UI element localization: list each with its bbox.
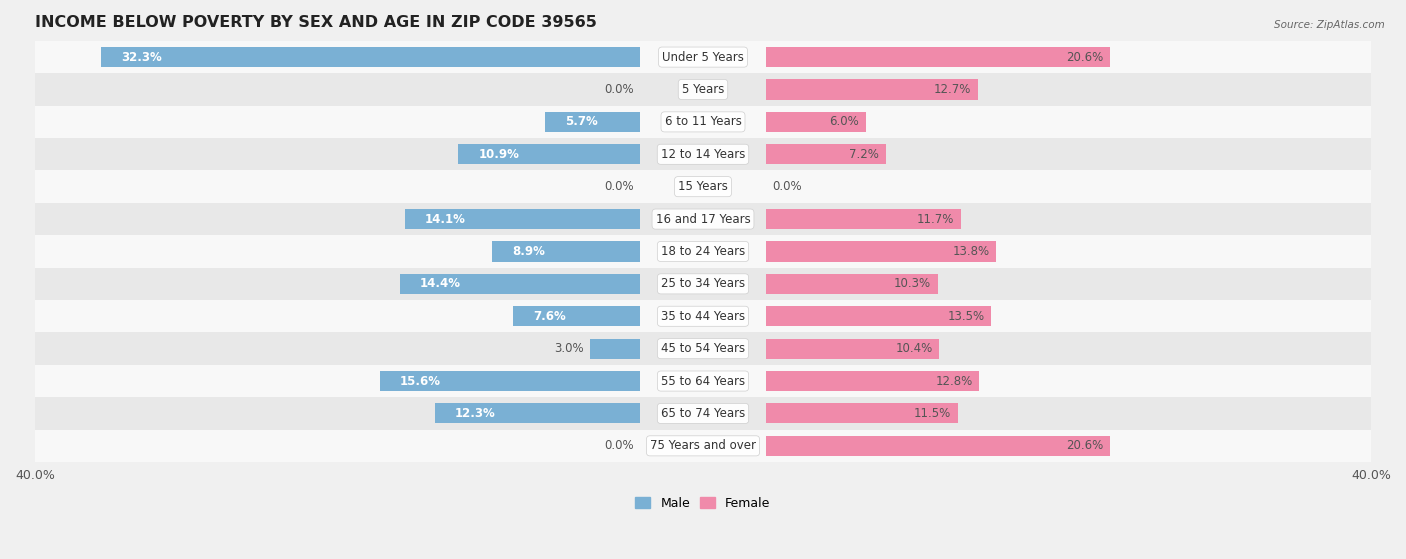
Bar — [766, 144, 886, 164]
Text: 7.6%: 7.6% — [533, 310, 567, 323]
Bar — [35, 397, 1371, 430]
Bar — [35, 203, 1371, 235]
Text: 11.5%: 11.5% — [914, 407, 950, 420]
Text: 14.4%: 14.4% — [420, 277, 461, 290]
Text: 14.1%: 14.1% — [425, 212, 465, 226]
Text: 0.0%: 0.0% — [605, 180, 634, 193]
Text: 5 Years: 5 Years — [682, 83, 724, 96]
Bar — [766, 209, 962, 229]
Bar — [766, 274, 938, 294]
Bar — [35, 300, 1371, 333]
Bar — [766, 112, 866, 132]
Text: 10.4%: 10.4% — [896, 342, 932, 355]
Bar — [513, 306, 640, 326]
Bar — [434, 404, 640, 424]
Text: 6 to 11 Years: 6 to 11 Years — [665, 115, 741, 129]
Bar — [492, 241, 640, 262]
Text: 8.9%: 8.9% — [512, 245, 544, 258]
Text: 0.0%: 0.0% — [605, 83, 634, 96]
Bar — [458, 144, 640, 164]
Bar — [766, 47, 1109, 67]
Text: 0.0%: 0.0% — [605, 439, 634, 452]
Bar — [766, 371, 980, 391]
Bar — [766, 306, 991, 326]
Text: 11.7%: 11.7% — [917, 212, 955, 226]
Text: 15 Years: 15 Years — [678, 180, 728, 193]
Bar — [35, 41, 1371, 73]
Bar — [399, 274, 640, 294]
Text: 12.8%: 12.8% — [935, 375, 973, 387]
Bar — [591, 339, 640, 359]
Bar — [766, 241, 995, 262]
Text: 3.0%: 3.0% — [554, 342, 583, 355]
Bar — [35, 268, 1371, 300]
Bar — [766, 79, 977, 100]
Text: 12.7%: 12.7% — [934, 83, 972, 96]
Bar — [35, 73, 1371, 106]
Text: 20.6%: 20.6% — [1066, 439, 1102, 452]
Text: INCOME BELOW POVERTY BY SEX AND AGE IN ZIP CODE 39565: INCOME BELOW POVERTY BY SEX AND AGE IN Z… — [35, 15, 596, 30]
Text: 15.6%: 15.6% — [399, 375, 441, 387]
Text: 10.9%: 10.9% — [478, 148, 519, 161]
Text: 13.8%: 13.8% — [952, 245, 990, 258]
Bar — [35, 365, 1371, 397]
Text: 13.5%: 13.5% — [948, 310, 984, 323]
Bar — [35, 138, 1371, 170]
Text: 18 to 24 Years: 18 to 24 Years — [661, 245, 745, 258]
Text: 25 to 34 Years: 25 to 34 Years — [661, 277, 745, 290]
Text: 12.3%: 12.3% — [456, 407, 496, 420]
Bar — [766, 436, 1109, 456]
Text: 55 to 64 Years: 55 to 64 Years — [661, 375, 745, 387]
Bar — [766, 339, 939, 359]
Text: 12 to 14 Years: 12 to 14 Years — [661, 148, 745, 161]
Text: 0.0%: 0.0% — [772, 180, 801, 193]
Text: 5.7%: 5.7% — [565, 115, 598, 129]
Text: 6.0%: 6.0% — [830, 115, 859, 129]
Bar — [35, 106, 1371, 138]
Legend: Male, Female: Male, Female — [630, 492, 776, 515]
Bar — [35, 235, 1371, 268]
Text: 45 to 54 Years: 45 to 54 Years — [661, 342, 745, 355]
Bar — [101, 47, 640, 67]
Bar — [405, 209, 640, 229]
Text: 35 to 44 Years: 35 to 44 Years — [661, 310, 745, 323]
Text: 10.3%: 10.3% — [894, 277, 931, 290]
Bar — [546, 112, 640, 132]
Bar — [766, 404, 957, 424]
Text: 7.2%: 7.2% — [849, 148, 879, 161]
Text: 16 and 17 Years: 16 and 17 Years — [655, 212, 751, 226]
Text: 65 to 74 Years: 65 to 74 Years — [661, 407, 745, 420]
Text: 75 Years and over: 75 Years and over — [650, 439, 756, 452]
Text: Source: ZipAtlas.com: Source: ZipAtlas.com — [1274, 20, 1385, 30]
Bar — [35, 430, 1371, 462]
Bar — [380, 371, 640, 391]
Bar — [35, 333, 1371, 365]
Text: 32.3%: 32.3% — [121, 50, 162, 64]
Bar — [35, 170, 1371, 203]
Text: Under 5 Years: Under 5 Years — [662, 50, 744, 64]
Text: 20.6%: 20.6% — [1066, 50, 1102, 64]
